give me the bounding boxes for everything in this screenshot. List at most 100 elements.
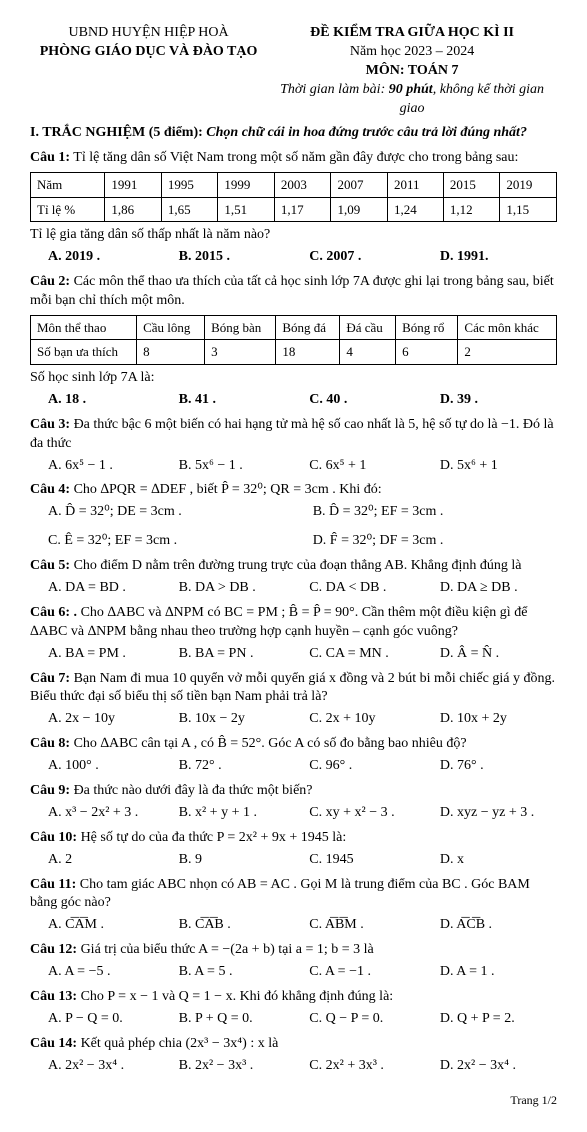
- cell: Các môn khác: [458, 315, 557, 340]
- subject: MÔN: TOÁN 7: [267, 62, 557, 81]
- cell: Bóng rổ: [396, 315, 458, 340]
- q4-options: A. D̂ = 32⁰; DE = 3cm . B. D̂ = 32⁰; EF …: [48, 503, 557, 551]
- option-d: D. 10x + 2y: [440, 710, 557, 729]
- q10-label: Câu 10:: [30, 830, 77, 845]
- cell: 2011: [387, 173, 443, 198]
- q6-label: Câu 6: .: [30, 605, 77, 620]
- cell: 2007: [331, 173, 388, 198]
- option-b: B. 10x − 2y: [179, 710, 296, 729]
- q1-text: Tỉ lệ tăng dân số Việt Nam trong một số …: [70, 150, 518, 165]
- option-d: D. 39 .: [440, 391, 557, 410]
- option-c: C. Ê = 32⁰; EF = 3cm .: [48, 532, 292, 551]
- q2-text: Các môn thể thao ưa thích của tất cả học…: [30, 274, 554, 308]
- question-6: Câu 6: . Cho ∆ABC và ∆NPM có BC = PM ; B…: [30, 604, 557, 642]
- q1-follow: Tỉ lệ gia tăng dân số thấp nhất là năm n…: [30, 226, 557, 245]
- q12-options: A. A = −5 . B. A = 5 . C. A = −1 . D. A …: [48, 963, 557, 982]
- option-d: D. 2x² − 3x⁴ .: [440, 1057, 557, 1076]
- q3-text: Đa thức bậc 6 một biến có hai hạng tử mà…: [30, 417, 554, 451]
- q2-table: Môn thể thao Cầu lông Bóng bàn Bóng đá Đ…: [30, 315, 557, 365]
- cell: Đá cầu: [340, 315, 396, 340]
- exam-time: Thời gian làm bài: 90 phút, không kể thờ…: [267, 81, 557, 119]
- q12-label: Câu 12:: [30, 942, 77, 957]
- option-d: D. F̂ = 32⁰; DF = 3cm .: [313, 532, 557, 551]
- option-d: D. x: [440, 851, 557, 870]
- cell: 2019: [500, 173, 557, 198]
- q1-label: Câu 1:: [30, 150, 70, 165]
- question-9: Câu 9: Đa thức nào dưới đây là đa thức m…: [30, 782, 557, 801]
- exam-title: ĐỀ KIỂM TRA GIỮA HỌC KÌ II: [267, 24, 557, 43]
- option-b: B. BA = PN .: [179, 645, 296, 664]
- time-duration: 90 phút: [389, 82, 433, 97]
- cell: 1,09: [331, 197, 388, 222]
- q7-label: Câu 7:: [30, 671, 70, 686]
- cell: 1,65: [161, 197, 218, 222]
- q2-options: A. 18 . B. 41 . C. 40 . D. 39 .: [48, 391, 557, 410]
- option-c: C. xy + x² − 3 .: [309, 804, 426, 823]
- question-5: Câu 5: Cho điểm D nằm trên đường trung t…: [30, 557, 557, 576]
- q5-text: Cho điểm D nằm trên đường trung trực của…: [70, 558, 521, 573]
- q8-text: Cho ∆ABC cân tại A , có B̂ = 52°. Góc A …: [70, 736, 467, 751]
- cell: 1,51: [218, 197, 275, 222]
- q1-options: A. 2019 . B. 2015 . C. 2007 . D. 1991.: [48, 248, 557, 267]
- option-b: B. x² + y + 1 .: [179, 804, 296, 823]
- q11-text: Cho tam giác ABC nhọn có AB = AC . Gọi M…: [30, 877, 530, 911]
- cell: 1,86: [105, 197, 162, 222]
- table-row: Số bạn ưa thích 8 3 18 4 6 2: [31, 340, 557, 365]
- option-d: D. 76° .: [440, 757, 557, 776]
- question-12: Câu 12: Giá trị của biểu thức A = −(2a +…: [30, 941, 557, 960]
- q11-label: Câu 11:: [30, 877, 76, 892]
- q2-follow: Số học sinh lớp 7A là:: [30, 369, 557, 388]
- cell-rate-label: Tỉ lệ %: [31, 197, 105, 222]
- question-4: Câu 4: Cho ∆PQR = ∆DEF , biết P̂ = 32⁰; …: [30, 481, 557, 500]
- q6-text: Cho ∆ABC và ∆NPM có BC = PM ; B̂ = P̂ = …: [30, 605, 527, 639]
- question-10: Câu 10: Hệ số tự do của đa thức P = 2x² …: [30, 829, 557, 848]
- q4-label: Câu 4:: [30, 482, 70, 497]
- q11-options: A. C͞A͞M . B. C͞A͞B . C. A͞B͞M . D. A͞C͞…: [48, 916, 557, 935]
- option-a: A. 2019 .: [48, 248, 165, 267]
- cell: Bóng đá: [276, 315, 340, 340]
- option-a: A. BA = PM .: [48, 645, 165, 664]
- q3-options: A. 6x⁵ − 1 . B. 5x⁶ − 1 . C. 6x⁵ + 1 D. …: [48, 457, 557, 476]
- cell: Số bạn ưa thích: [31, 340, 137, 365]
- option-c: C. Q − P = 0.: [309, 1010, 426, 1029]
- table-row: Môn thể thao Cầu lông Bóng bàn Bóng đá Đ…: [31, 315, 557, 340]
- question-7: Câu 7: Bạn Nam đi mua 10 quyển vở mỗi qu…: [30, 670, 557, 708]
- option-b: B. C͞A͞B .: [179, 916, 296, 935]
- cell: 18: [276, 340, 340, 365]
- cell: 4: [340, 340, 396, 365]
- q5-label: Câu 5:: [30, 558, 70, 573]
- option-a: A. 2x² − 3x⁴ .: [48, 1057, 165, 1076]
- option-a: A. x³ − 2x² + 3 .: [48, 804, 165, 823]
- page-footer: Trang 1/2: [30, 1092, 557, 1108]
- option-c: C. DA < DB .: [309, 579, 426, 598]
- department: PHÒNG GIÁO DỤC VÀ ĐÀO TẠO: [30, 43, 267, 62]
- q8-options: A. 100° . B. 72° . C. 96° . D. 76° .: [48, 757, 557, 776]
- option-b: B. 2015 .: [179, 248, 296, 267]
- q7-text: Bạn Nam đi mua 10 quyển vở mỗi quyển giá…: [30, 671, 555, 705]
- option-b: B. 9: [179, 851, 296, 870]
- q8-label: Câu 8:: [30, 736, 70, 751]
- cell: 1,15: [500, 197, 557, 222]
- q4-text: Cho ∆PQR = ∆DEF , biết P̂ = 32⁰; QR = 3c…: [70, 482, 382, 497]
- option-a: A. C͞A͞M .: [48, 916, 165, 935]
- cell: 1,17: [274, 197, 331, 222]
- q13-label: Câu 13:: [30, 989, 77, 1004]
- question-2: Câu 2: Các môn thể thao ưa thích của tất…: [30, 273, 557, 311]
- q12-text: Giá trị của biểu thức A = −(2a + b) tại …: [77, 942, 374, 957]
- q3-label: Câu 3:: [30, 417, 70, 432]
- question-13: Câu 13: Cho P = x − 1 và Q = 1 − x. Khi …: [30, 988, 557, 1007]
- option-b: B. DA > DB .: [179, 579, 296, 598]
- option-d: D. 5x⁶ + 1: [440, 457, 557, 476]
- option-a: A. 18 .: [48, 391, 165, 410]
- option-c: C. A͞B͞M .: [309, 916, 426, 935]
- q14-label: Câu 14:: [30, 1036, 77, 1051]
- option-c: C. 2x² + 3x³ .: [309, 1057, 426, 1076]
- time-prefix: Thời gian làm bài:: [280, 82, 389, 97]
- option-b: B. A = 5 .: [179, 963, 296, 982]
- cell: 1999: [218, 173, 275, 198]
- q13-text: Cho P = x − 1 và Q = 1 − x. Khi đó khẳng…: [77, 989, 393, 1004]
- option-b: B. D̂ = 32⁰; EF = 3cm .: [313, 503, 557, 522]
- cell: 6: [396, 340, 458, 365]
- option-b: B. 2x² − 3x³ .: [179, 1057, 296, 1076]
- cell: Môn thể thao: [31, 315, 137, 340]
